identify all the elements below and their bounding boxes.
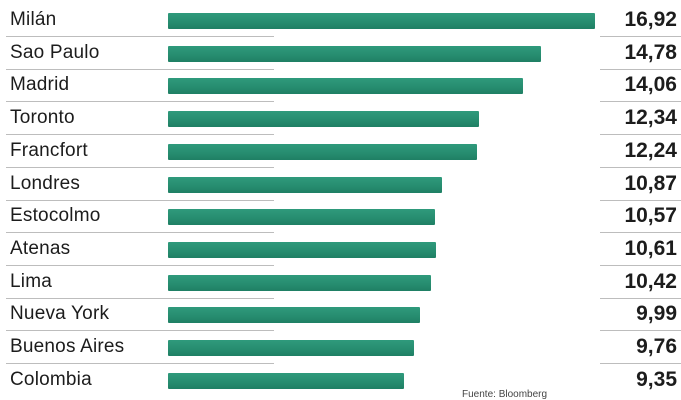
row-divider [6,330,274,332]
row-divider [600,166,681,168]
value-label: 10,57 [624,204,677,228]
bar [168,307,421,324]
chart-row: Francfort 12,24 [0,136,681,168]
value-label: 9,35 [636,367,677,391]
category-label: Nueva York [10,303,110,325]
row-divider [600,363,681,364]
bar [168,209,435,226]
category-label: Francfort [10,139,88,161]
category-label: Lima [10,270,52,292]
row-divider [6,134,274,136]
value-label: 10,42 [624,269,677,293]
value-label: 12,34 [624,106,677,130]
bar [168,13,595,29]
row-divider [6,232,274,234]
chart-row: Sao Paulo 14,78 [0,38,681,70]
chart-row: Buenos Aires 9,76 [0,332,681,364]
row-divider [600,264,681,266]
row-divider [6,199,274,201]
value-label: 9,76 [636,335,677,358]
bar [168,111,480,128]
category-label: Estocolmo [10,205,101,227]
row-divider [600,68,681,70]
bar [168,176,443,193]
bar [168,372,404,389]
value-label: 16,92 [624,8,677,31]
chart-row: Atenas 10,61 [0,234,681,266]
value-label: 10,61 [624,236,677,260]
row-divider [6,363,274,364]
row-divider [600,199,681,201]
row-divider [600,232,681,234]
bar [168,78,523,95]
bar [168,143,477,160]
row-divider [6,166,274,168]
chart-row: Colombia 9,35 [0,365,681,397]
row-divider [6,264,274,266]
row-divider [6,36,274,37]
bar [168,340,415,356]
value-label: 14,06 [624,73,677,97]
row-divider [6,101,274,103]
value-label: 12,24 [624,138,677,162]
value-label: 9,99 [636,302,677,326]
row-divider [600,36,681,37]
category-label: Londres [10,172,81,194]
row-divider [600,297,681,299]
category-label: Milán [10,9,57,30]
bar [168,241,436,258]
chart-row: Lima 10,42 [0,267,681,299]
category-label: Colombia [10,368,92,390]
source-note: Fuente: Bloomberg [462,389,548,400]
value-label: 14,78 [624,40,677,64]
chart-row: Milán 16,92 [0,5,681,37]
category-label: Madrid [10,74,70,96]
row-divider [600,330,681,332]
chart-row: Londres 10,87 [0,169,681,201]
bar [168,274,431,291]
category-label: Buenos Aires [10,336,125,357]
value-label: 10,87 [624,171,677,195]
row-divider [6,68,274,70]
row-divider [6,297,274,299]
row-divider [600,134,681,136]
row-divider [600,101,681,103]
category-label: Toronto [10,107,75,129]
chart-row: Nueva York 9,99 [0,299,681,332]
category-label: Atenas [10,237,71,259]
chart-row: Toronto 12,34 [0,103,681,136]
category-label: Sao Paulo [10,41,100,63]
chart-row: Estocolmo 10,57 [0,201,681,234]
chart-row: Madrid 14,06 [0,70,681,103]
bar [168,45,541,62]
